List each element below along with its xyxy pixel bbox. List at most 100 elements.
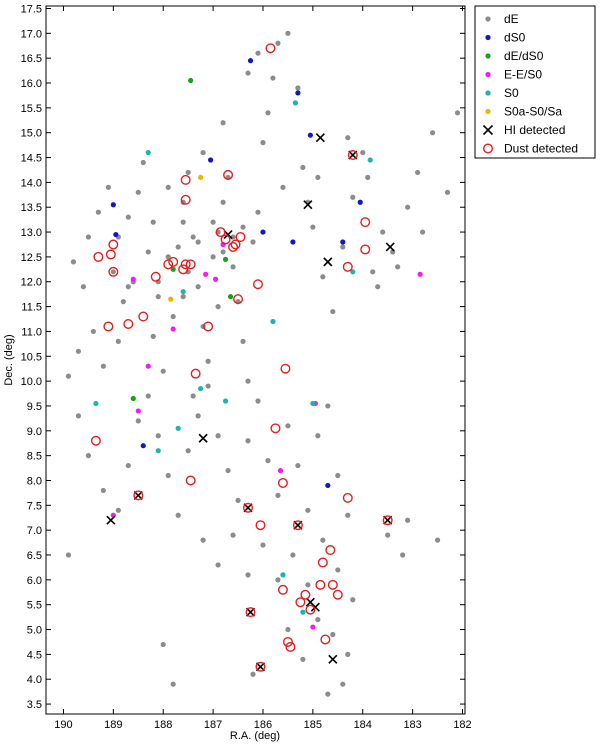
point-dust-detected	[180, 259, 191, 270]
point-de	[180, 294, 186, 300]
legend-label-ds0: dS0	[504, 31, 526, 45]
point-de	[165, 184, 171, 190]
point-dust-detected	[108, 239, 119, 250]
point-hi-detected	[383, 515, 393, 525]
point-dust-detected	[270, 423, 281, 434]
y-tick-label: 4.0	[27, 674, 42, 686]
point-de	[75, 413, 82, 419]
point-de	[240, 224, 246, 230]
series-de-ds0	[130, 77, 234, 402]
point-ds0	[307, 132, 313, 138]
point-e-e-s0	[130, 276, 136, 282]
point-dust-detected	[138, 311, 149, 322]
point-e-e-s0	[145, 363, 151, 369]
point-e-e-s0	[212, 276, 219, 282]
point-de-ds0	[222, 256, 229, 262]
point-de	[110, 269, 116, 275]
point-de	[285, 626, 291, 633]
point-de	[215, 562, 221, 568]
point-de	[70, 259, 77, 265]
point-de	[285, 30, 291, 36]
point-dust-detected	[215, 227, 226, 238]
point-dust-detected	[220, 234, 231, 245]
point-dust-detected	[180, 194, 191, 205]
point-s0	[222, 398, 229, 404]
point-s0	[180, 289, 186, 295]
point-s0a-s0-sa	[168, 296, 174, 302]
point-de	[245, 378, 251, 384]
point-de	[205, 358, 211, 364]
point-de	[170, 681, 176, 687]
y-tick-label: 8.5	[27, 451, 42, 463]
point-de	[210, 219, 216, 225]
legend-marker-e-e-s0	[485, 71, 491, 78]
point-de	[295, 462, 301, 469]
point-de	[330, 631, 336, 638]
x-tick-label: 186	[254, 719, 272, 731]
legend-marker-dust-detected	[483, 143, 494, 154]
point-de	[385, 532, 391, 538]
legend-label-de: dE	[504, 12, 519, 26]
point-de	[285, 423, 291, 429]
y-tick-label: 17.0	[21, 28, 42, 40]
point-s0	[155, 448, 161, 454]
point-de	[185, 448, 191, 454]
point-de	[220, 249, 226, 255]
legend-box	[474, 5, 596, 159]
point-dust-detected	[185, 259, 196, 270]
point-de	[65, 373, 72, 379]
point-hi-detected	[243, 503, 253, 513]
y-tick-label: 6.0	[27, 575, 42, 587]
point-dust-detected	[233, 294, 244, 305]
x-tick-label: 185	[304, 719, 322, 731]
point-de	[230, 264, 236, 270]
point-de	[215, 433, 221, 439]
point-de	[300, 656, 306, 662]
point-de	[100, 487, 106, 494]
point-de	[350, 194, 356, 200]
x-axis: 190 189 188 187 186 185 184 183 182	[54, 6, 472, 731]
point-de	[310, 224, 316, 230]
point-de	[190, 393, 196, 399]
point-de	[120, 299, 126, 305]
point-de	[320, 537, 326, 543]
point-de	[260, 140, 266, 146]
point-de	[150, 219, 156, 225]
point-de	[205, 383, 211, 389]
point-de	[200, 149, 206, 156]
x-tick-label: 190	[54, 719, 72, 731]
point-de	[429, 130, 436, 136]
point-de	[400, 552, 406, 558]
point-dust-detected	[168, 256, 179, 267]
x-tick-label: 183	[403, 719, 421, 731]
point-de	[190, 234, 196, 240]
point-dust-detected	[315, 579, 326, 590]
y-tick-label: 5.0	[27, 625, 42, 637]
point-de-ds0	[130, 395, 136, 402]
y-tick-label: 9.5	[27, 401, 42, 413]
point-e-e-s0	[277, 467, 284, 474]
y-tick-label: 12.0	[21, 277, 42, 289]
x-axis-label: R.A. (deg)	[230, 730, 280, 742]
point-s0	[292, 100, 299, 106]
point-dust-detected	[347, 150, 358, 161]
y-tick-label: 14.5	[21, 153, 42, 165]
point-de	[175, 244, 181, 250]
y-axis-label: Dec. (deg)	[3, 334, 15, 385]
point-de	[335, 472, 341, 479]
point-dust-detected	[360, 244, 371, 255]
point-de	[415, 169, 421, 176]
point-de	[370, 269, 376, 275]
point-dust-detected	[332, 589, 343, 600]
point-de	[195, 413, 201, 419]
point-dust-detected	[325, 545, 336, 556]
y-tick-label: 7.0	[27, 525, 42, 537]
point-hi-detected	[323, 257, 333, 267]
point-de	[105, 184, 111, 190]
series-dust-detected	[90, 43, 393, 672]
point-de	[160, 368, 166, 374]
point-de	[160, 641, 166, 648]
point-ds0	[357, 199, 363, 205]
point-de	[135, 189, 141, 195]
